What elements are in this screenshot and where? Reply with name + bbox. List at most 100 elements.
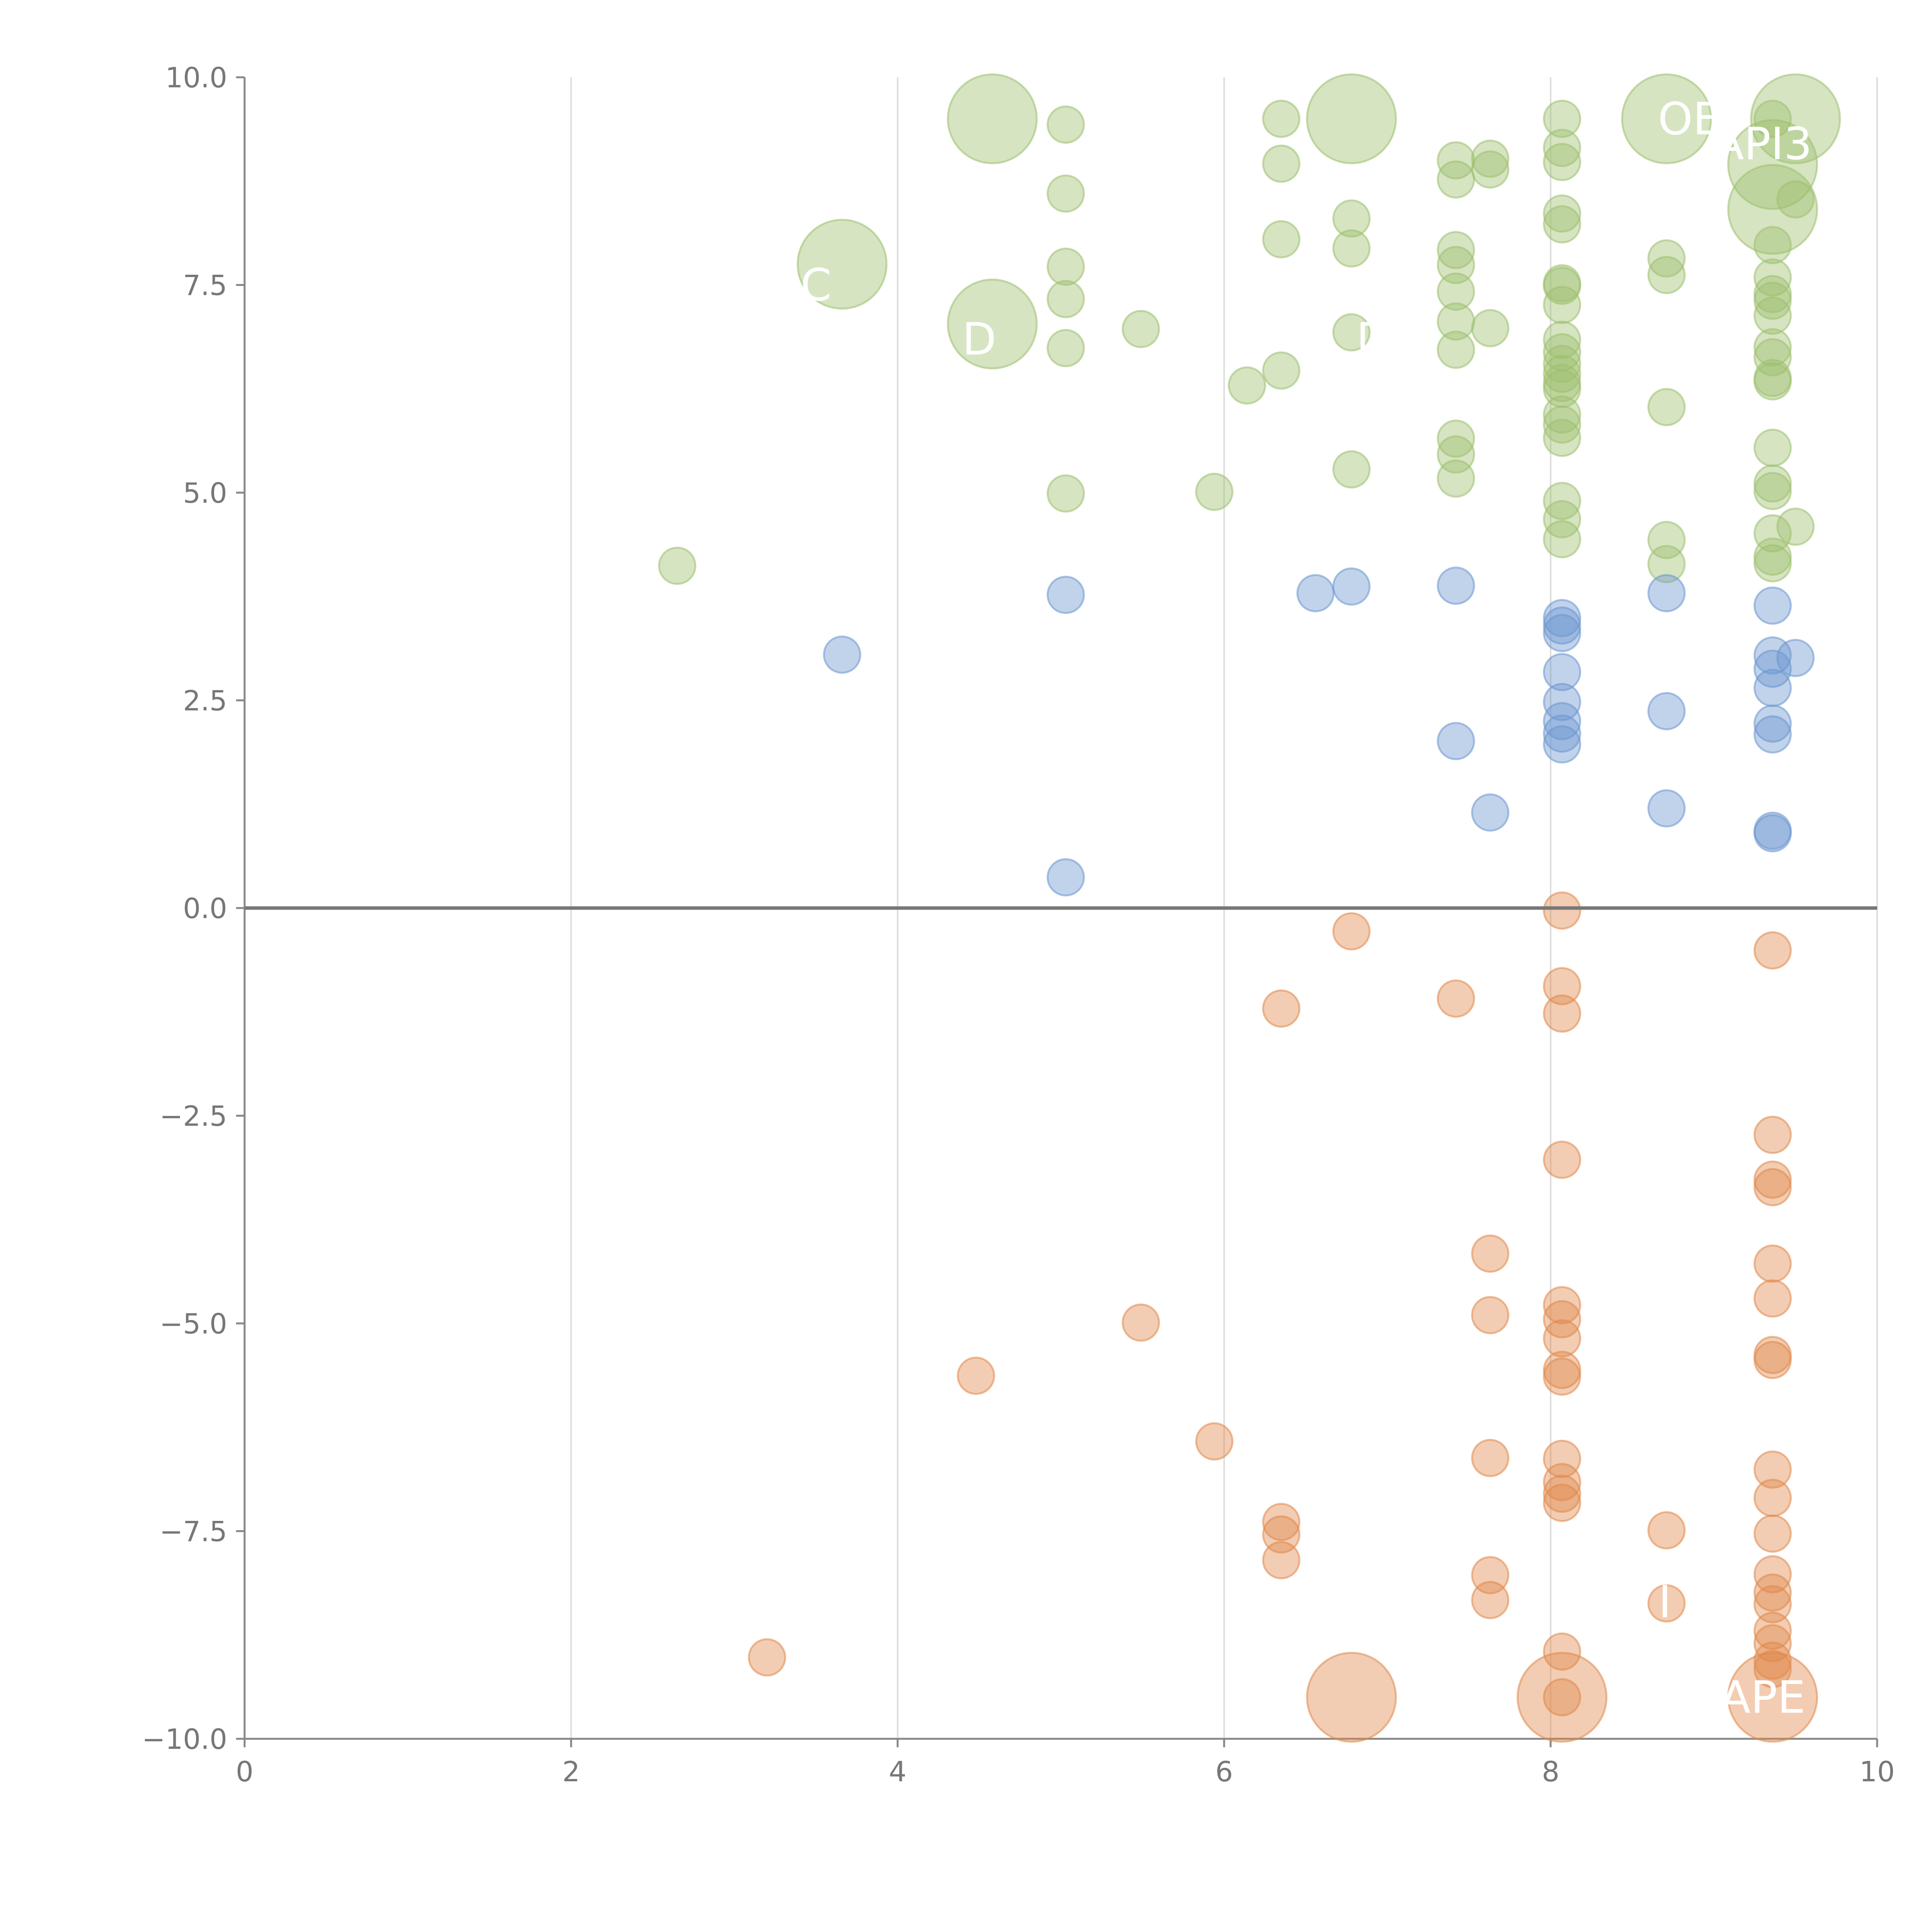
point-up_strong [1543,194,1582,233]
point-up_strong [658,546,697,585]
point-up_strong [1753,328,1792,367]
point-down [1195,1422,1234,1461]
point-down [1543,1475,1582,1513]
y-tick-label: −5.0 [160,1308,227,1340]
point-down [1753,1168,1792,1206]
point-up_moderate [1647,692,1686,730]
point-up_strong [1046,105,1085,144]
point-down [1753,1341,1792,1379]
x-tick-label: 0 [236,1755,253,1788]
point-down [1753,1479,1792,1517]
point-up_strong [1753,514,1792,553]
point-up_strong [1437,330,1475,369]
point-up_strong [1046,280,1085,318]
point-down [1122,1303,1160,1342]
y-axis-ticks: 10.0 7.5 5.0 2.5 0.0 −2.5 −5.0 −7.5 −10.0 [142,61,245,1755]
point-up_moderate [1332,567,1371,606]
point-down [1543,891,1582,930]
point-down [1543,1483,1582,1522]
point-up_strong [1046,329,1085,367]
point-up_strong [1332,450,1371,489]
point-down [1471,1439,1510,1477]
x-tick-label: 2 [562,1755,580,1788]
gene-label: C [801,260,832,311]
point-up_strong [1543,205,1582,244]
y-tick-label: −2.5 [160,1100,227,1133]
point-down [1332,912,1371,951]
point-up_moderate [1753,668,1792,707]
gene-label: API3 [1714,118,1812,170]
x-axis-ticks: 0 2 4 6 8 10 [236,1739,1895,1788]
point-down [1753,1641,1792,1680]
y-tick-label: 0.0 [183,892,227,925]
point-up_strong [1262,220,1301,259]
point-up_strong [1471,139,1510,178]
point-up_strong [1647,388,1686,427]
y-tick-label: −10.0 [142,1723,227,1755]
point-up_strong [1621,73,1712,164]
point-up_strong [1753,296,1792,335]
point-down [1306,1652,1397,1743]
data-points [658,73,1841,1743]
point-down [1753,1244,1792,1283]
point-down [1543,1140,1582,1179]
point-down [1543,1439,1582,1478]
point-down [1471,1234,1510,1273]
gene-label: D [962,313,997,365]
x-tick-label: 10 [1859,1755,1895,1788]
point-down [1753,1585,1792,1624]
point-up_strong [1753,281,1792,320]
point-up_moderate [1437,722,1475,760]
point-down [1543,1678,1582,1716]
point-up_strong [1437,272,1475,311]
point-down [1753,1514,1792,1553]
point-down [1543,1319,1582,1358]
point-up_strong [1437,419,1475,458]
point-up_moderate [1543,614,1582,652]
point-up_strong [1750,73,1841,164]
point-up_strong [1753,362,1792,401]
point-up_strong [1543,405,1582,444]
point-up_moderate [1753,586,1792,625]
point-up_moderate [1647,574,1686,612]
point-down [1647,1511,1686,1549]
point-down [1262,1503,1301,1541]
point-down [1262,1541,1301,1580]
point-up_strong [1753,258,1792,297]
point-up_strong [1262,351,1301,390]
point-up_strong [1543,355,1582,393]
point-up_strong [1437,231,1475,269]
x-tick-label: 8 [1542,1755,1560,1788]
point-up_strong [1437,246,1475,284]
point-down [1543,1286,1582,1325]
point-up_moderate [1543,653,1582,691]
point-up_strong [1437,459,1475,498]
point-down [1753,1573,1792,1612]
point-down [957,1356,995,1395]
point-down [1543,967,1582,1005]
point-up_strong [1543,143,1582,181]
point-up_strong [1046,174,1085,213]
point-down [1753,1612,1792,1650]
point-up_strong [947,73,1038,164]
point-up_moderate [1543,725,1582,764]
point-down [1471,1581,1510,1619]
point-up_moderate [1753,704,1792,743]
point-down [748,1638,786,1677]
gene-label: DE [1356,313,1418,365]
point-down [1437,979,1475,1018]
point-down [1753,1116,1792,1154]
point-up_moderate [1471,793,1510,832]
point-down [1517,1652,1608,1743]
gene-label: APE [1720,1672,1806,1724]
point-up_strong [1647,239,1686,278]
point-up_moderate [1753,715,1792,754]
point-up_strong [1332,313,1371,352]
point-down [1262,989,1301,1028]
point-up_moderate [1753,814,1792,852]
point-up_strong [1262,100,1301,138]
point-up_strong [1046,247,1085,286]
point-up_moderate [1543,702,1582,740]
